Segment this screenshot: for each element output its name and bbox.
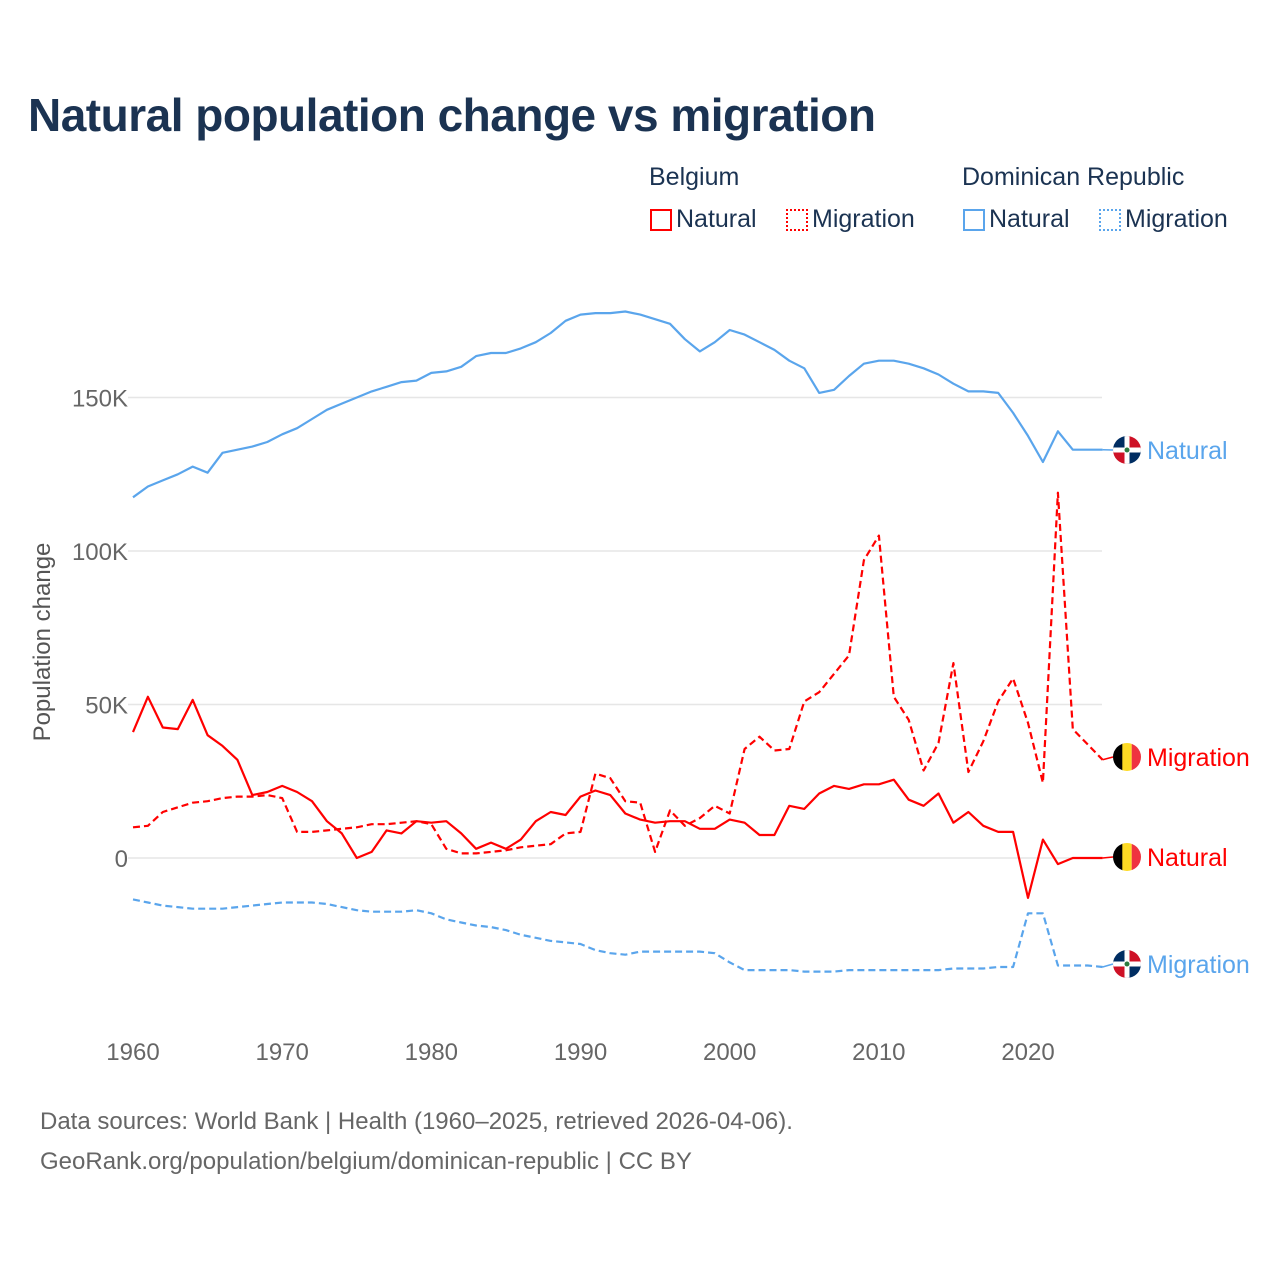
end-label: Migration bbox=[1147, 951, 1250, 979]
legend-belgium-natural[interactable]: Natural bbox=[650, 205, 757, 234]
legend-dr-natural[interactable]: Natural bbox=[963, 205, 1070, 234]
legend-label: Migration bbox=[1125, 205, 1228, 233]
x-tick-label: 1970 bbox=[255, 1039, 308, 1066]
belgium-flag-icon bbox=[1113, 843, 1141, 871]
legend-label: Natural bbox=[676, 205, 757, 233]
y-tick-label: 0 bbox=[115, 846, 128, 873]
x-tick-label: 1990 bbox=[554, 1039, 607, 1066]
label-connector bbox=[1102, 856, 1114, 859]
y-tick-label: 50K bbox=[85, 693, 128, 720]
end-label: Natural bbox=[1147, 844, 1228, 872]
end-label: Migration bbox=[1147, 744, 1250, 772]
x-tick-label: 2010 bbox=[852, 1039, 905, 1066]
belgium-flag-icon bbox=[1113, 743, 1141, 771]
dotted-swatch-icon bbox=[786, 208, 808, 231]
legend-group-belgium: Belgium bbox=[649, 163, 740, 191]
y-axis-label: Population change bbox=[29, 543, 56, 742]
legend-label: Natural bbox=[989, 205, 1070, 233]
y-tick-label: 150K bbox=[72, 386, 128, 413]
label-connector bbox=[1102, 756, 1114, 761]
dominican-republic-flag-icon bbox=[1113, 436, 1141, 464]
x-tick-label: 1980 bbox=[405, 1039, 458, 1066]
legend-dr-migration[interactable]: Migration bbox=[1099, 205, 1228, 234]
label-connector bbox=[1102, 963, 1114, 968]
legend-belgium-migration[interactable]: Migration bbox=[786, 205, 915, 234]
x-tick-label: 1960 bbox=[106, 1039, 159, 1066]
dotted-swatch-icon bbox=[1099, 208, 1121, 231]
x-tick-label: 2000 bbox=[703, 1039, 756, 1066]
belgium-natural-line bbox=[131, 695, 1103, 900]
y-tick-label: 100K bbox=[72, 539, 128, 566]
dominican-republic-migration-line bbox=[132, 898, 1103, 973]
solid-swatch-icon bbox=[650, 208, 672, 231]
legend-label: Migration bbox=[812, 205, 915, 233]
belgium-migration-line bbox=[132, 491, 1104, 855]
end-label: Natural bbox=[1147, 437, 1228, 465]
dominican-republic-flag-icon bbox=[1113, 950, 1141, 978]
x-tick-label: 2020 bbox=[1001, 1039, 1054, 1066]
footer-source: Data sources: World Bank | Health (1960–… bbox=[40, 1108, 793, 1135]
dominican-republic-natural-line bbox=[132, 310, 1103, 499]
chart-title: Natural population change vs migration bbox=[28, 89, 876, 141]
solid-swatch-icon bbox=[963, 208, 985, 231]
legend-group-dominican-republic: Dominican Republic bbox=[962, 163, 1185, 191]
footer-url[interactable]: GeoRank.org/population/belgium/dominican… bbox=[40, 1148, 692, 1175]
